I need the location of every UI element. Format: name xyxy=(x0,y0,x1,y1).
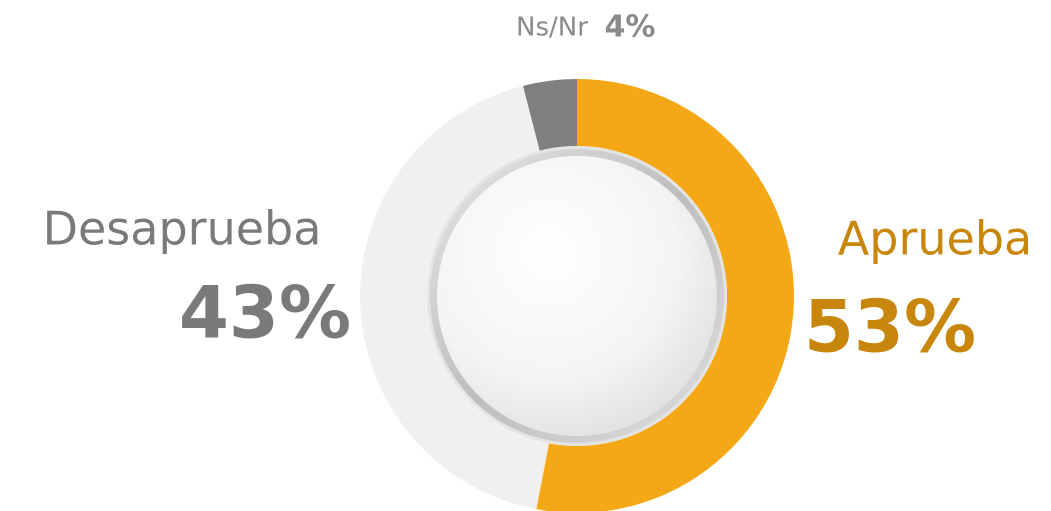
slice xyxy=(536,79,794,511)
slice xyxy=(359,85,549,510)
slice-value-label: 53% xyxy=(804,285,976,369)
slice-label: Aprueba xyxy=(838,212,1032,266)
slice-value-label: 4% xyxy=(605,10,656,45)
slice xyxy=(523,79,577,151)
slice-label: Ns/Nr xyxy=(516,13,588,43)
inner-disk xyxy=(437,156,717,436)
slice-value-label: 43% xyxy=(179,271,351,355)
slice-label: Desaprueba xyxy=(43,202,322,256)
